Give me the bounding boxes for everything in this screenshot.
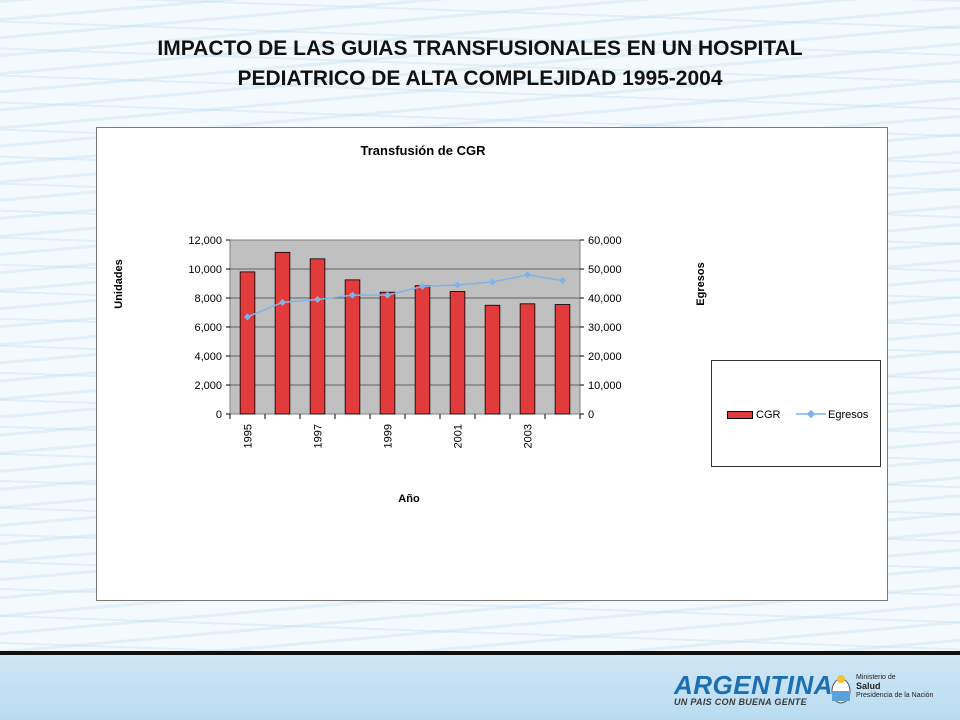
bar-cgr — [554, 304, 571, 415]
y-tick-label: 4,000 — [194, 351, 222, 363]
y-axis-label: Unidades — [113, 259, 125, 309]
y-tick-label: 0 — [216, 409, 222, 421]
bar-cgr — [344, 279, 361, 415]
chart-svg: Transfusión de CGR Unidades Egresos Año … — [113, 143, 707, 505]
slide-title: IMPACTO DE LAS GUIAS TRANSFUSIONALES EN … — [0, 34, 960, 94]
point-egresos — [348, 291, 357, 299]
ministry-label: Ministerio de Salud Presidencia de la Na… — [856, 673, 933, 700]
ministry-line1: Ministerio de — [856, 674, 896, 681]
y2-tick-label: 40,000 — [588, 293, 622, 305]
point-egresos — [488, 278, 497, 286]
x-tick-label: 1995 — [243, 424, 255, 448]
ministry-line3: Presidencia de la Nación — [856, 692, 934, 699]
y2-tick-label: 60,000 — [588, 235, 622, 247]
legend-label-egresos: Egresos — [828, 409, 869, 421]
y2-axis-label: Egresos — [695, 262, 707, 305]
bar-cgr — [239, 271, 256, 415]
argentina-logo: ARGENTINA UN PAIS CON BUENA GENTE — [674, 670, 834, 707]
y-tick-label: 2,000 — [194, 380, 222, 392]
y2-tick-label: 10,000 — [588, 380, 622, 392]
point-egresos — [558, 277, 567, 285]
plot-area: 0 2,000 4,000 6,000 8,000 10,000 12,000 0 10,000… — [188, 235, 621, 448]
bar-cgr — [309, 258, 326, 415]
bar-cgr — [274, 251, 291, 415]
point-egresos — [453, 281, 462, 289]
brand-tagline: UN PAIS CON BUENA GENTE — [674, 697, 807, 707]
point-egresos — [418, 282, 427, 290]
y2-tick-label: 30,000 — [588, 322, 622, 334]
x-tick-label: 1999 — [383, 424, 395, 448]
point-egresos — [243, 313, 252, 321]
bar-cgr — [519, 303, 536, 415]
coat-of-arms-icon — [831, 675, 851, 704]
legend-swatch-cgr — [727, 411, 753, 419]
bar-cgr — [379, 291, 396, 415]
y-tick-label: 12,000 — [188, 235, 222, 247]
line-egresos — [247, 274, 563, 318]
legend: CGR Egresos — [711, 360, 881, 467]
x-tick-label: 1997 — [313, 424, 325, 448]
x-tick-label: 2003 — [523, 424, 535, 448]
chart-title: Transfusión de CGR — [361, 143, 487, 158]
slide-title-line1: IMPACTO DE LAS GUIAS TRANSFUSIONALES EN … — [157, 37, 803, 60]
y2-tick-label: 50,000 — [588, 264, 622, 276]
legend-swatch-egresos — [796, 409, 826, 419]
y2-tick-label: 20,000 — [588, 351, 622, 363]
point-egresos — [278, 298, 287, 306]
x-tick-label: 2001 — [453, 424, 465, 448]
point-egresos — [523, 271, 532, 279]
y-tick-label: 10,000 — [188, 264, 222, 276]
bar-cgr — [414, 285, 431, 415]
brand-name: ARGENTINA — [674, 670, 834, 700]
chart-frame: Transfusión de CGR Unidades Egresos Año … — [96, 127, 888, 601]
bar-cgr — [449, 291, 466, 415]
point-egresos — [313, 295, 322, 303]
y-tick-label: 6,000 — [194, 322, 222, 334]
footer: ARGENTINA UN PAIS CON BUENA GENTE Minist… — [0, 655, 960, 720]
slide-title-line2: PEDIATRICO DE ALTA COMPLEJIDAD 1995-2004 — [237, 67, 723, 90]
legend-label-cgr: CGR — [756, 409, 781, 421]
bar-cgr — [484, 304, 501, 415]
y2-tick-label: 0 — [588, 409, 594, 421]
footer-divider — [0, 651, 960, 655]
x-axis-label: Año — [398, 493, 420, 505]
point-egresos — [383, 291, 392, 299]
ministry-line2: Salud — [856, 681, 881, 691]
y-tick-label: 8,000 — [194, 293, 222, 305]
